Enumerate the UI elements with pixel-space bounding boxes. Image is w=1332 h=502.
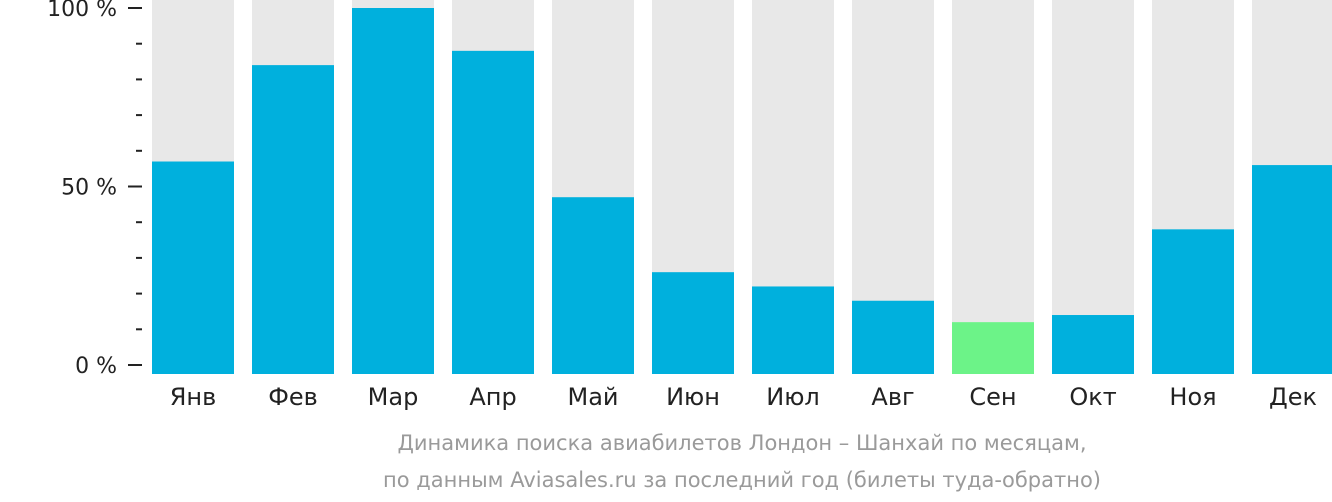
y-tick-label: 100 % (47, 0, 117, 22)
x-tick-label: Окт (1069, 383, 1116, 411)
bar-7[interactable] (752, 286, 834, 374)
y-axis: 0 % 50 % 100 % (47, 0, 142, 379)
x-axis-labels: Янв Фев Мар Апр Май Июн Июл Авг Сен Окт Ноя Дек (170, 383, 1317, 411)
bar-track (1052, 0, 1134, 374)
x-tick-label: Авг (871, 383, 914, 411)
y-tick-label: 0 % (75, 354, 117, 379)
x-tick-label: Дек (1269, 383, 1317, 411)
bar-3[interactable] (352, 8, 434, 374)
bar-1[interactable] (152, 161, 234, 374)
bar-9[interactable] (952, 322, 1034, 374)
x-tick-label: Апр (469, 383, 516, 411)
y-tick-label: 50 % (61, 176, 117, 201)
x-tick-label: Фев (268, 383, 318, 411)
bar-11[interactable] (1152, 229, 1234, 374)
bar-6[interactable] (652, 272, 734, 374)
x-tick-label: Май (567, 383, 618, 411)
bar-track (952, 0, 1034, 374)
bar-4[interactable] (452, 50, 534, 375)
x-tick-label: Ноя (1169, 383, 1216, 411)
bars (152, 8, 1332, 375)
bar-5[interactable] (552, 197, 634, 374)
bar-12[interactable] (1252, 165, 1332, 374)
bar-2[interactable] (252, 65, 334, 375)
x-tick-label: Сен (969, 383, 1016, 411)
bar-8[interactable] (852, 300, 934, 374)
chart-caption-line-1: Динамика поиска авиабилетов Лондон – Шан… (397, 431, 1087, 455)
x-tick-label: Мар (368, 383, 419, 411)
bar-10[interactable] (1052, 315, 1134, 374)
x-tick-label: Июл (766, 383, 820, 411)
chart-caption-line-2: по данным Aviasales.ru за последний год … (383, 468, 1101, 492)
x-tick-label: Июн (666, 383, 720, 411)
x-tick-label: Янв (170, 383, 217, 411)
